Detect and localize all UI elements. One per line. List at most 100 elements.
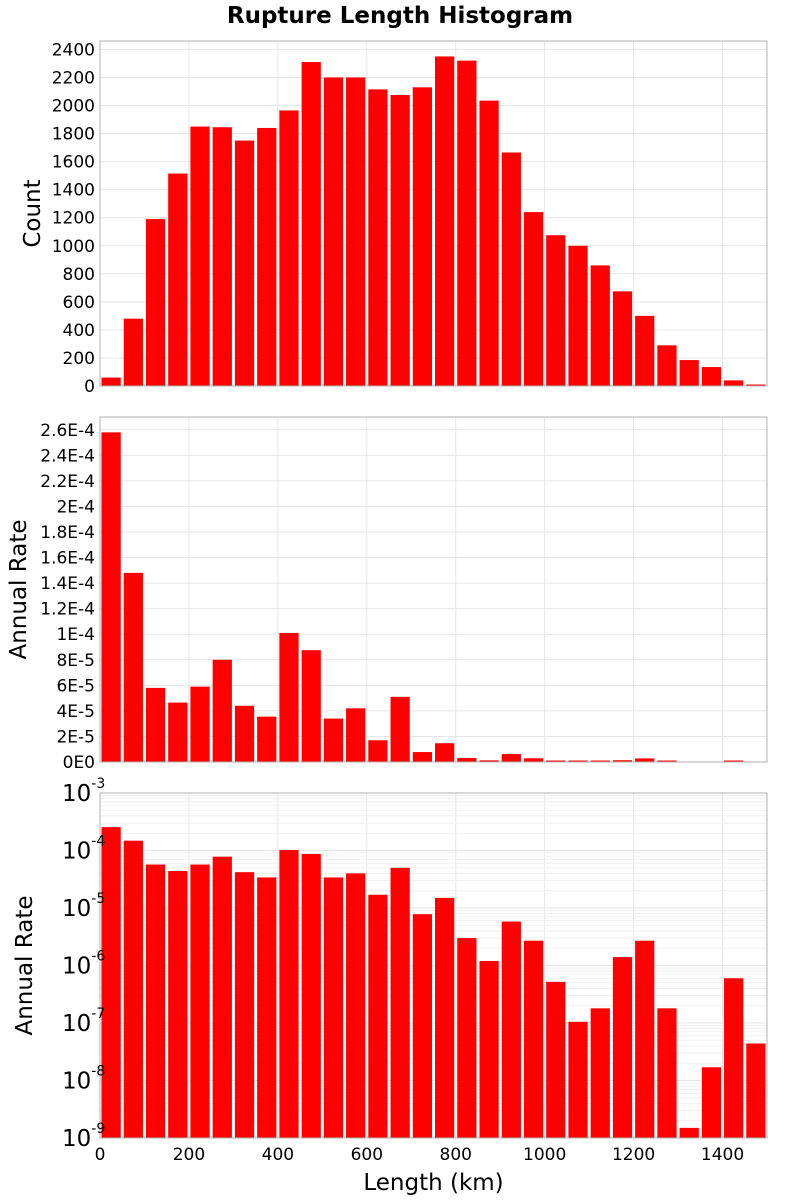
bar <box>279 850 299 1138</box>
bar <box>657 1008 677 1138</box>
bar <box>234 705 255 762</box>
bar <box>479 760 499 762</box>
y-tick-label: 400 <box>63 321 95 341</box>
bar <box>612 291 633 386</box>
bar <box>234 140 255 386</box>
x-tick-label: 800 <box>440 1145 472 1165</box>
plot-frame <box>99 40 768 387</box>
bar <box>257 877 277 1138</box>
bar <box>590 1008 610 1138</box>
bar <box>101 377 121 386</box>
y-tick-label: 10-6 <box>62 949 105 980</box>
y-tick-label: 10-5 <box>62 891 105 922</box>
bar <box>168 871 188 1138</box>
bar <box>257 716 277 762</box>
y-tick-label: 1.8E-4 <box>40 523 95 543</box>
bar <box>123 840 143 1138</box>
bar <box>323 77 344 387</box>
bar <box>457 938 477 1138</box>
bar <box>635 940 655 1138</box>
chart-panel-3: 10-9 10-8 10-7 10-6 10-5 10-4 10-3 Annual Rate 0… <box>12 776 768 1196</box>
bar <box>368 894 388 1138</box>
y-tick-label: 2.4E-4 <box>40 446 95 466</box>
bar <box>457 60 477 386</box>
bar <box>679 360 699 386</box>
y-tick-label: 1E-4 <box>56 625 95 645</box>
bar <box>724 978 744 1138</box>
y-tick-label: 2400 <box>52 40 95 60</box>
bar <box>346 873 366 1138</box>
bar <box>412 87 432 386</box>
x-tick-label: 1000 <box>523 1145 566 1165</box>
bar <box>212 856 232 1138</box>
bar <box>101 827 121 1138</box>
bar <box>323 718 344 762</box>
bar <box>568 760 588 762</box>
bar <box>145 864 166 1138</box>
bar <box>435 897 455 1138</box>
bar <box>190 686 210 762</box>
bar <box>301 62 321 386</box>
bar <box>568 245 588 386</box>
plot-frame <box>99 792 768 1139</box>
bar <box>546 235 566 386</box>
x-tick-label: 1200 <box>612 1145 655 1165</box>
bar <box>279 632 299 762</box>
bar <box>390 867 410 1138</box>
bar <box>479 960 499 1138</box>
y-tick-label: 10-7 <box>62 1006 105 1037</box>
y-tick-label: 1800 <box>52 125 95 145</box>
bar <box>479 100 499 386</box>
y-axis-label: Annual Rate <box>12 896 38 1036</box>
bar <box>746 384 766 386</box>
y-axis-label: Count <box>20 179 46 247</box>
chart-panel-1: 0 200 400 600 800 1000 1200 1400 1600 1800 2000 220… <box>20 40 768 397</box>
bar <box>523 940 544 1138</box>
y-axis-label: Annual Rate <box>6 520 32 660</box>
bar <box>123 318 143 386</box>
bar <box>701 1067 722 1138</box>
x-axis-label: Length (km) <box>363 1170 503 1196</box>
bar <box>435 56 455 387</box>
y-tick-label: 10-3 <box>62 776 105 807</box>
x-tick-label: 400 <box>262 1145 294 1165</box>
y-tick-label: 2200 <box>52 68 95 88</box>
y-tick-label: 1600 <box>52 153 95 173</box>
bar <box>412 914 432 1138</box>
bar <box>346 708 366 762</box>
y-tick-label: 200 <box>63 349 95 369</box>
y-tick-label: 1200 <box>52 209 95 229</box>
bar <box>679 1127 699 1138</box>
y-tick-label: 6E-5 <box>56 676 95 696</box>
bar <box>212 659 232 762</box>
bar <box>568 1021 588 1138</box>
bar <box>257 127 277 386</box>
bar <box>546 981 566 1138</box>
y-tick-label: 1.6E-4 <box>40 549 95 569</box>
bar <box>145 219 166 386</box>
bar <box>190 126 210 387</box>
y-tick-label: 1000 <box>52 237 95 257</box>
bar <box>657 345 677 386</box>
y-tick-label: 4E-5 <box>56 702 95 722</box>
y-tick-label: 0E0 <box>63 753 95 773</box>
bar <box>635 315 655 386</box>
bar <box>168 173 188 386</box>
bar <box>612 957 633 1138</box>
y-tick-label: 1400 <box>52 181 95 201</box>
x-tick-label: 600 <box>351 1145 383 1165</box>
bar <box>590 760 610 762</box>
chart-panel-2: 0E0 2E-5 4E-5 6E-5 8E-5 1E-4 1.2E-4 1.4E-4 1.6E-… <box>6 416 768 773</box>
bar <box>123 572 143 762</box>
y-tick-label: 2000 <box>52 97 95 117</box>
y-tick-label: 2E-4 <box>56 497 95 517</box>
y-tick-label: 10-4 <box>62 834 105 865</box>
y-tick-label: 2.6E-4 <box>40 421 95 441</box>
bar <box>746 1043 766 1138</box>
y-tick-label: 1.4E-4 <box>40 574 95 594</box>
bar <box>390 696 410 762</box>
figure-title: Rupture Length Histogram <box>227 3 573 29</box>
bar <box>212 127 232 386</box>
x-tick-label: 200 <box>173 1145 205 1165</box>
bar <box>323 877 344 1138</box>
